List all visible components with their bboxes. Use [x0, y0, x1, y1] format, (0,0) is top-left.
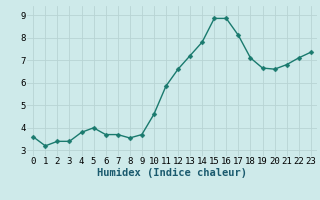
X-axis label: Humidex (Indice chaleur): Humidex (Indice chaleur) [97, 168, 247, 178]
